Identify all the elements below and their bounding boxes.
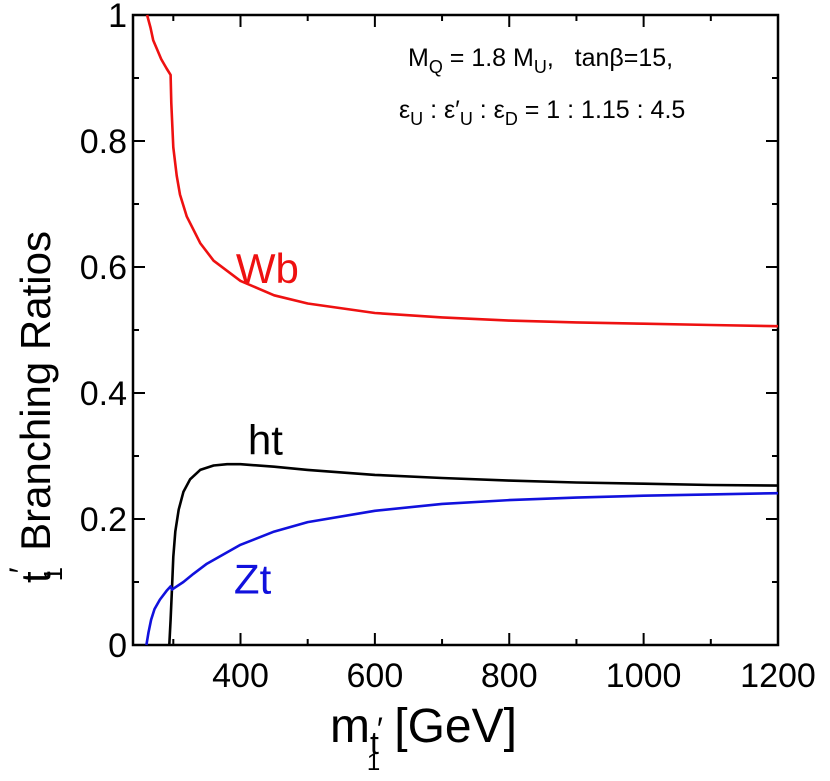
y-tick-label: 0.2 bbox=[80, 501, 127, 539]
x-tick-label: 1000 bbox=[606, 657, 682, 695]
series-line-wb bbox=[145, 14, 779, 328]
series-layer bbox=[145, 14, 779, 646]
series-line-ht bbox=[168, 462, 779, 646]
labels-layer: Wb ht Zt bbox=[234, 245, 299, 603]
x-tick-label: 800 bbox=[481, 657, 538, 695]
x-tick-label: 600 bbox=[347, 657, 404, 695]
y-tick-label: 0.6 bbox=[80, 249, 127, 287]
x-tick-label: 1200 bbox=[740, 657, 816, 695]
x-tick-label: 400 bbox=[212, 657, 269, 695]
y-tick-label: 0 bbox=[108, 627, 127, 665]
y-tick-label: 0.4 bbox=[80, 375, 127, 413]
series-label-ht: ht bbox=[248, 417, 283, 464]
y-axis-title: t′1Branching Ratios bbox=[3, 231, 68, 583]
annotation-line-2: εU : ε′U : εD = 1 : 1.15 : 4.5 bbox=[399, 96, 685, 129]
x-axis-title: mt′ 1[GeV] bbox=[330, 700, 517, 776]
y-tick-label: 1 bbox=[108, 0, 127, 35]
series-label-zt: Zt bbox=[234, 555, 272, 602]
y-tick-label: 0.8 bbox=[80, 123, 127, 161]
series-label-wb: Wb bbox=[236, 245, 299, 292]
series-line-zt bbox=[145, 491, 779, 646]
annotation-line-1: MQ = 1.8 MU, tanβ=15, bbox=[408, 44, 673, 77]
axis-ticks: 400 600 800 1000 1200 0 0.2 0.4 0.6 0.8 1 bbox=[80, 0, 816, 695]
